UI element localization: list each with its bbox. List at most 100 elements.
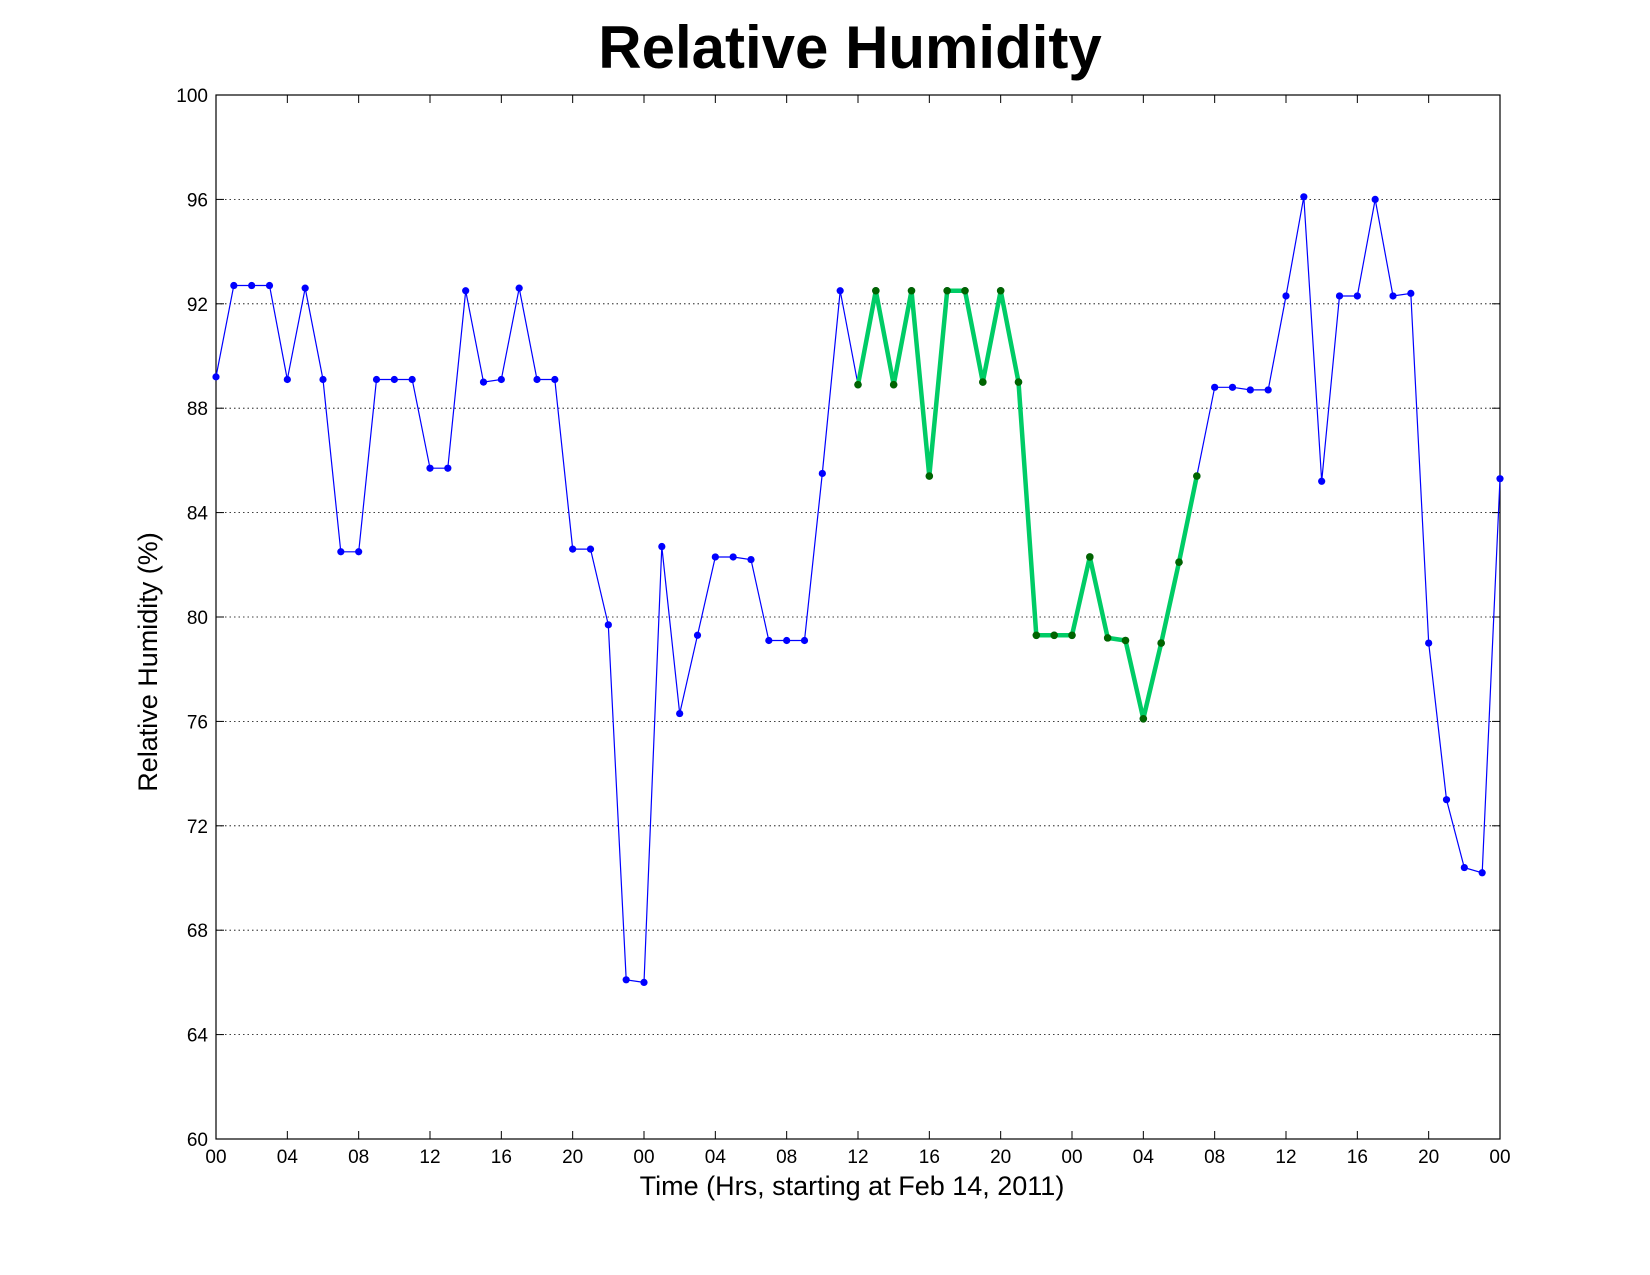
series-0-point [1389, 292, 1397, 300]
series-1-point [1103, 634, 1112, 642]
x-tick-label: 16 [1347, 1147, 1368, 1168]
series-1-point [925, 472, 934, 480]
series-1-point [1193, 472, 1201, 480]
series-0-point [676, 709, 684, 718]
series-0-point [1211, 383, 1219, 391]
y-tick-label: 80 [187, 608, 208, 629]
x-tick-label: 00 [1061, 1147, 1082, 1168]
series-0-point [408, 375, 416, 384]
series-0-point [1246, 386, 1254, 394]
series-0-point [765, 636, 773, 645]
series-0-point [1371, 195, 1379, 203]
series-1-point [872, 286, 880, 295]
series-0-point [497, 375, 505, 384]
series-0-point [729, 553, 737, 561]
series-0-point [1300, 193, 1308, 201]
series-0-point [479, 378, 488, 386]
series-0-point [622, 976, 630, 984]
x-tick-label: 12 [1275, 1147, 1296, 1168]
series-0-point [319, 375, 327, 384]
axis-ticks: 60 64 68 72 76 80 84 88 92 96 100 00 04 08 12 16 20 00 04 0… [176, 86, 1510, 1168]
series-0-point [426, 464, 434, 472]
series-0-point [1228, 383, 1237, 391]
series-0-point [1460, 863, 1468, 872]
y-tick-label: 100 [176, 86, 208, 107]
y-tick-label: 72 [187, 817, 208, 838]
series-line-0 [215, 196, 1501, 984]
series-0-point [551, 375, 559, 384]
x-tick-label: 08 [348, 1147, 369, 1168]
y-tick-label: 64 [187, 1026, 209, 1047]
series-0-point [301, 284, 309, 292]
x-tick-label: 04 [705, 1147, 727, 1168]
y-tick-label: 84 [187, 504, 209, 525]
series-1-point [1032, 631, 1041, 640]
series-0-point [711, 553, 719, 561]
series-line-1 [855, 288, 1200, 720]
series-1-point [1086, 553, 1094, 561]
y-tick-label: 88 [187, 399, 208, 420]
y-tick-label: 60 [187, 1130, 208, 1151]
series-0-point [283, 375, 291, 384]
series-1-point [1068, 631, 1076, 640]
series-1-point [961, 286, 969, 295]
series-0-point [230, 281, 238, 290]
series-0-point [640, 978, 648, 987]
series-1-point [889, 380, 898, 389]
series-0-point [569, 545, 577, 553]
series-0-point [355, 548, 363, 556]
series-0-point [515, 284, 523, 292]
series-0-point [1264, 386, 1272, 394]
series-1-point [907, 286, 916, 295]
series-0-point [390, 375, 398, 384]
x-tick-label: 16 [491, 1147, 512, 1168]
series-0-point [444, 464, 452, 472]
x-tick-label: 00 [633, 1147, 654, 1168]
series-0-point [372, 375, 381, 384]
series-0-point [1425, 639, 1433, 647]
series-0-point [693, 631, 702, 639]
series-1-point [1121, 636, 1130, 645]
series-0-point [1353, 292, 1361, 300]
series-0-point [1282, 292, 1290, 300]
series-0-point [586, 545, 595, 553]
y-tick-label: 96 [187, 190, 208, 211]
x-tick-label: 20 [990, 1147, 1011, 1168]
series-0-point [836, 287, 844, 295]
series-0-point [1442, 796, 1451, 804]
series-1-point [1050, 631, 1058, 640]
x-tick-label: 20 [1418, 1147, 1439, 1168]
chart-title: Relative Humidity [598, 14, 1102, 81]
y-axis-label: Relative Humidity (%) [133, 532, 163, 792]
series-0-point [1478, 869, 1486, 877]
series-0-point [800, 636, 809, 645]
series-1-point [1175, 558, 1183, 566]
series-0-point [658, 542, 666, 551]
y-tick-label: 92 [187, 295, 208, 316]
x-tick-label: 00 [205, 1147, 226, 1168]
series-1-point [979, 378, 987, 386]
y-tick-label: 76 [187, 712, 208, 733]
series-1-point [943, 286, 951, 295]
series-1-point [1014, 378, 1023, 386]
x-tick-label: 20 [562, 1147, 583, 1168]
x-tick-label: 00 [1489, 1147, 1510, 1168]
series-0-point [747, 555, 755, 564]
series-0-point [818, 469, 826, 478]
x-tick-label: 12 [419, 1147, 440, 1168]
series-0-point [1496, 475, 1504, 483]
series-1-point [1157, 639, 1165, 647]
x-tick-label: 04 [1133, 1147, 1155, 1168]
grid-lines [216, 198, 1500, 1035]
series-1-point [1139, 714, 1148, 723]
y-tick-label: 68 [187, 921, 208, 942]
x-tick-label: 04 [277, 1147, 299, 1168]
series-1-point [996, 286, 1005, 295]
data-series [212, 193, 1504, 987]
series-0-point [1335, 292, 1344, 300]
series-0-point [265, 281, 274, 290]
series-1-point [854, 380, 862, 389]
series-0-point [1407, 289, 1415, 297]
x-tick-label: 08 [776, 1147, 797, 1168]
